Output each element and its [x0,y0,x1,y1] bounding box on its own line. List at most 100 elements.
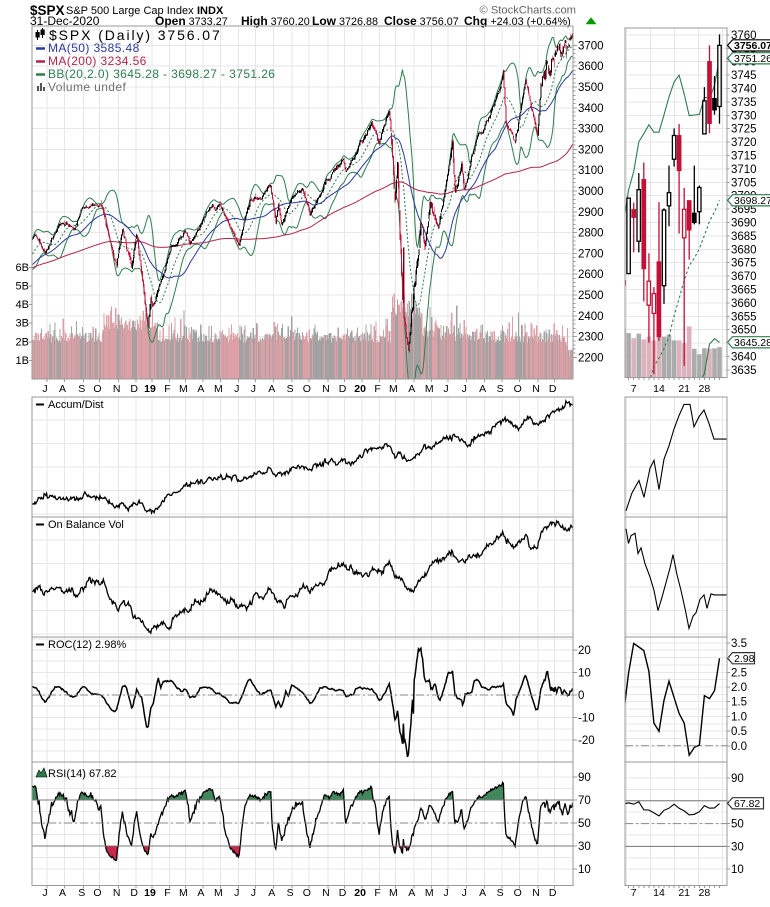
svg-text:3730: 3730 [731,110,757,122]
svg-text:S: S [497,887,504,899]
svg-text:M: M [179,887,188,899]
svg-text:A: A [268,383,275,395]
svg-text:J: J [443,383,448,395]
svg-text:3B: 3B [16,318,29,330]
svg-text:Volume undef: Volume undef [48,80,126,94]
svg-text:2700: 2700 [578,248,604,260]
svg-text:3500: 3500 [578,82,604,94]
svg-text:3735: 3735 [731,97,757,109]
svg-text:A: A [268,887,275,899]
svg-text:5B: 5B [16,281,29,293]
svg-text:30: 30 [731,841,744,853]
svg-text:90: 90 [731,773,744,785]
svg-text:Open 3733.27: Open 3733.27 [155,14,228,28]
svg-text:O: O [93,887,101,899]
svg-text:3655: 3655 [731,311,757,323]
svg-text:J: J [251,383,256,395]
svg-text:3756.07: 3756.07 [734,40,770,52]
svg-text:3650: 3650 [731,325,757,337]
svg-text:M: M [214,887,223,899]
svg-text:90: 90 [578,772,591,784]
svg-text:3300: 3300 [578,124,604,136]
svg-text:14: 14 [653,887,665,899]
svg-text:1.0: 1.0 [731,711,747,723]
svg-text:Low 3726.88: Low 3726.88 [312,14,378,28]
svg-text:3685: 3685 [731,231,757,243]
svg-text:J: J [42,887,47,899]
svg-text:3760: 3760 [731,30,757,42]
svg-text:D: D [130,887,138,899]
svg-text:A: A [479,887,486,899]
svg-text:3740: 3740 [731,84,757,96]
svg-text:4B: 4B [16,299,29,311]
svg-text:2900: 2900 [578,207,604,219]
svg-text:3600: 3600 [578,61,604,73]
svg-text:3660: 3660 [731,298,757,310]
svg-text:D: D [130,383,138,395]
svg-text:3.5: 3.5 [731,638,747,650]
svg-text:3100: 3100 [578,165,604,177]
svg-text:M: M [389,383,398,395]
svg-text:D: D [549,383,557,395]
svg-text:2800: 2800 [578,228,604,240]
svg-text:N: N [532,887,540,899]
svg-text:70: 70 [578,795,591,807]
svg-text:2500: 2500 [578,290,604,302]
svg-text:N: N [322,887,330,899]
svg-text:3725: 3725 [731,124,757,136]
svg-text:3751.26: 3751.26 [734,53,770,65]
svg-text:19: 19 [144,887,156,899]
svg-text:O: O [514,887,522,899]
svg-text:2300: 2300 [578,332,604,344]
svg-text:3745: 3745 [731,70,757,82]
svg-text:S: S [287,383,294,395]
svg-text:S: S [78,887,85,899]
svg-text:20: 20 [578,645,591,657]
svg-text:6B: 6B [16,262,29,274]
svg-text:2200: 2200 [578,352,604,364]
svg-text:2400: 2400 [578,311,604,323]
svg-text:F: F [164,383,170,395]
svg-text:S: S [78,383,85,395]
svg-text:J: J [234,383,239,395]
svg-text:D: D [339,383,347,395]
svg-text:3705: 3705 [731,177,757,189]
svg-text:2B: 2B [16,336,29,348]
svg-text:RSI(14) 67.82: RSI(14) 67.82 [48,768,116,780]
svg-text:J: J [462,887,467,899]
svg-text:0.5: 0.5 [731,726,747,738]
svg-text:14: 14 [653,383,665,395]
svg-text:3710: 3710 [731,164,757,176]
svg-text:50: 50 [578,818,591,830]
svg-text:Close 3756.07: Close 3756.07 [384,14,459,28]
svg-text:O: O [303,887,311,899]
svg-text:© StockCharts.com: © StockCharts.com [479,5,576,17]
svg-text:0.0: 0.0 [731,741,747,753]
svg-text:A: A [197,887,204,899]
svg-text:3720: 3720 [731,137,757,149]
svg-text:1B: 1B [16,355,29,367]
svg-text:28: 28 [699,383,711,395]
svg-text:3645.28: 3645.28 [734,337,770,349]
svg-text:M: M [179,383,188,395]
svg-text:High 3760.20: High 3760.20 [241,14,310,28]
svg-text:D: D [549,887,557,899]
svg-text:30: 30 [578,841,591,853]
svg-text:F: F [164,887,170,899]
svg-text:O: O [93,383,101,395]
svg-text:3640: 3640 [731,352,757,364]
svg-text:10: 10 [578,864,591,876]
svg-text:3690: 3690 [731,218,757,230]
svg-text:2.98: 2.98 [734,653,755,665]
svg-text:2.5: 2.5 [731,667,747,679]
svg-text:J: J [462,383,467,395]
svg-text:3680: 3680 [731,244,757,256]
svg-text:10: 10 [578,668,591,680]
svg-text:2.0: 2.0 [731,682,747,694]
svg-text:3698.27: 3698.27 [734,195,770,207]
svg-text:20: 20 [354,383,366,395]
svg-text:D: D [339,887,347,899]
svg-text:F: F [374,383,380,395]
svg-text:A: A [197,383,204,395]
svg-text:3670: 3670 [731,271,757,283]
